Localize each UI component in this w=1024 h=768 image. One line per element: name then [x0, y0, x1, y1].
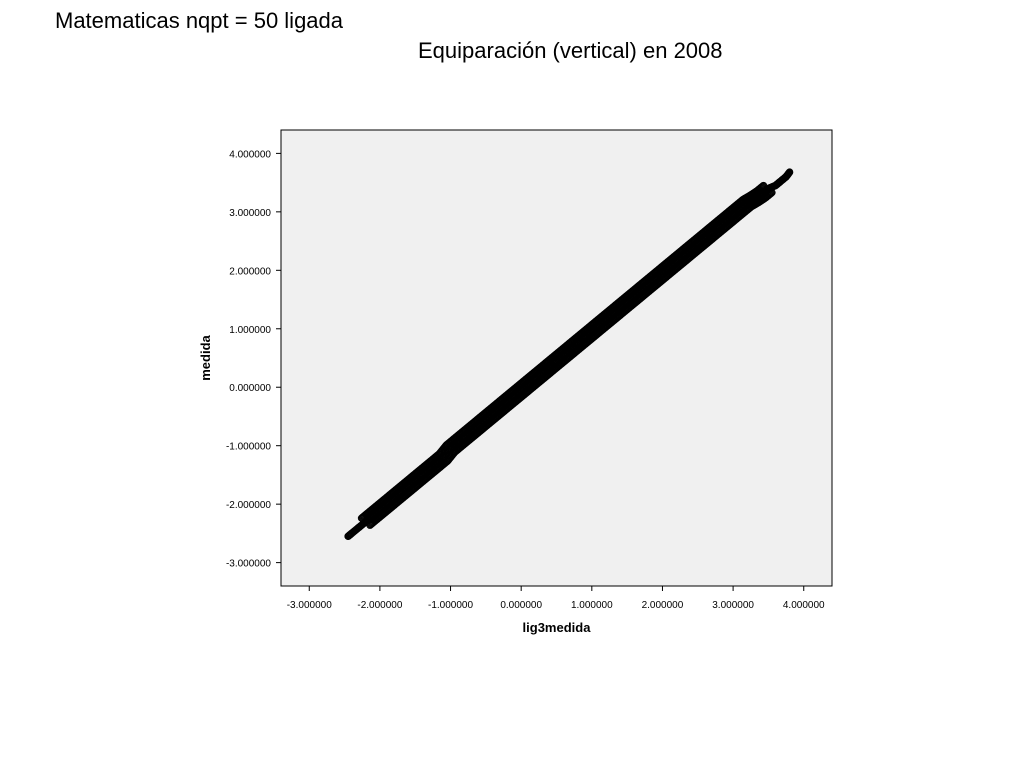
data-point: [383, 500, 391, 508]
data-point: [566, 345, 575, 353]
plot-area: [280, 129, 833, 587]
data-point: [665, 263, 674, 272]
x-tick-label: 2.000000: [642, 600, 684, 611]
data-point: [694, 240, 702, 248]
data-point: [545, 363, 554, 371]
data-point: [757, 190, 766, 199]
data-point: [701, 234, 709, 242]
data-point: [404, 482, 412, 491]
data-point: [785, 168, 794, 176]
data-point: [362, 517, 370, 526]
data-point: [468, 427, 476, 435]
y-tick-label: 2.000000: [229, 266, 271, 277]
data-point: [446, 444, 455, 453]
data-point: [531, 374, 540, 383]
data-point: [679, 251, 688, 260]
data-point: [397, 488, 405, 497]
data-point: [369, 512, 377, 520]
data-point: [510, 392, 518, 400]
y-tick-label: 1.000000: [229, 325, 271, 336]
data-point: [672, 257, 681, 266]
data-point: [616, 304, 624, 313]
x-tick-label: 1.000000: [571, 600, 613, 611]
data-point: [482, 415, 490, 424]
data-point: [489, 409, 497, 418]
data-point: [418, 471, 426, 479]
data-point: [376, 506, 384, 514]
x-tick-label: -3.000000: [287, 600, 332, 611]
data-point: [460, 433, 469, 441]
data-point: [588, 327, 596, 336]
data-point: [581, 333, 589, 342]
data-point: [595, 322, 603, 330]
data-point: [390, 494, 398, 503]
x-tick-label: 3.000000: [712, 600, 754, 611]
y-tick-label: 0.000000: [229, 383, 271, 394]
data-point: [715, 222, 723, 231]
data-point: [425, 465, 434, 473]
data-point: [722, 216, 730, 225]
x-tick-label: -1.000000: [428, 600, 473, 611]
y-tick-label: -1.000000: [226, 442, 271, 453]
data-point: [347, 529, 356, 538]
data-point: [355, 523, 363, 532]
data-point: [658, 269, 667, 277]
data-point: [630, 292, 638, 301]
data-point: [764, 184, 773, 193]
y-tick-label: 3.000000: [229, 208, 271, 219]
data-point: [432, 459, 441, 467]
data-point: [609, 310, 617, 318]
data-point: [503, 398, 511, 406]
data-point: [496, 403, 504, 412]
data-point: [602, 316, 610, 324]
data-point: [552, 357, 561, 365]
data-point: [750, 195, 758, 203]
data-point: [538, 368, 547, 377]
data-point: [559, 351, 568, 359]
data-point: [623, 298, 631, 307]
x-tick-label: -2.000000: [357, 600, 402, 611]
data-point: [644, 281, 653, 289]
y-axis-title: medida: [198, 334, 213, 380]
x-tick-label: 4.000000: [783, 600, 825, 611]
slide-subtitle: Equiparación (vertical) en 2008: [418, 38, 723, 63]
data-point: [517, 386, 525, 394]
data-point: [524, 380, 532, 389]
data-point: [687, 246, 695, 254]
data-point: [637, 287, 645, 295]
data-point: [475, 421, 483, 429]
data-point: [411, 477, 419, 485]
data-point: [453, 439, 462, 447]
data-point: [439, 453, 448, 462]
axes: -3.000000 -2.000000 -1.000000 0.000000 1.000…: [226, 149, 825, 611]
slide-title: Matematicas nqpt = 50 ligada: [55, 8, 344, 33]
data-point: [736, 205, 744, 213]
data-point: [708, 228, 716, 237]
data-point: [573, 339, 582, 348]
x-tick-label: 0.000000: [500, 600, 542, 611]
y-tick-label: 4.000000: [229, 149, 271, 160]
y-tick-label: -3.000000: [226, 559, 271, 570]
data-point: [743, 199, 751, 207]
y-tick-label: -2.000000: [226, 500, 271, 511]
data-point: [651, 275, 660, 283]
data-point: [782, 173, 790, 181]
x-axis-title: lig3medida: [523, 620, 592, 635]
data-point: [729, 211, 737, 219]
